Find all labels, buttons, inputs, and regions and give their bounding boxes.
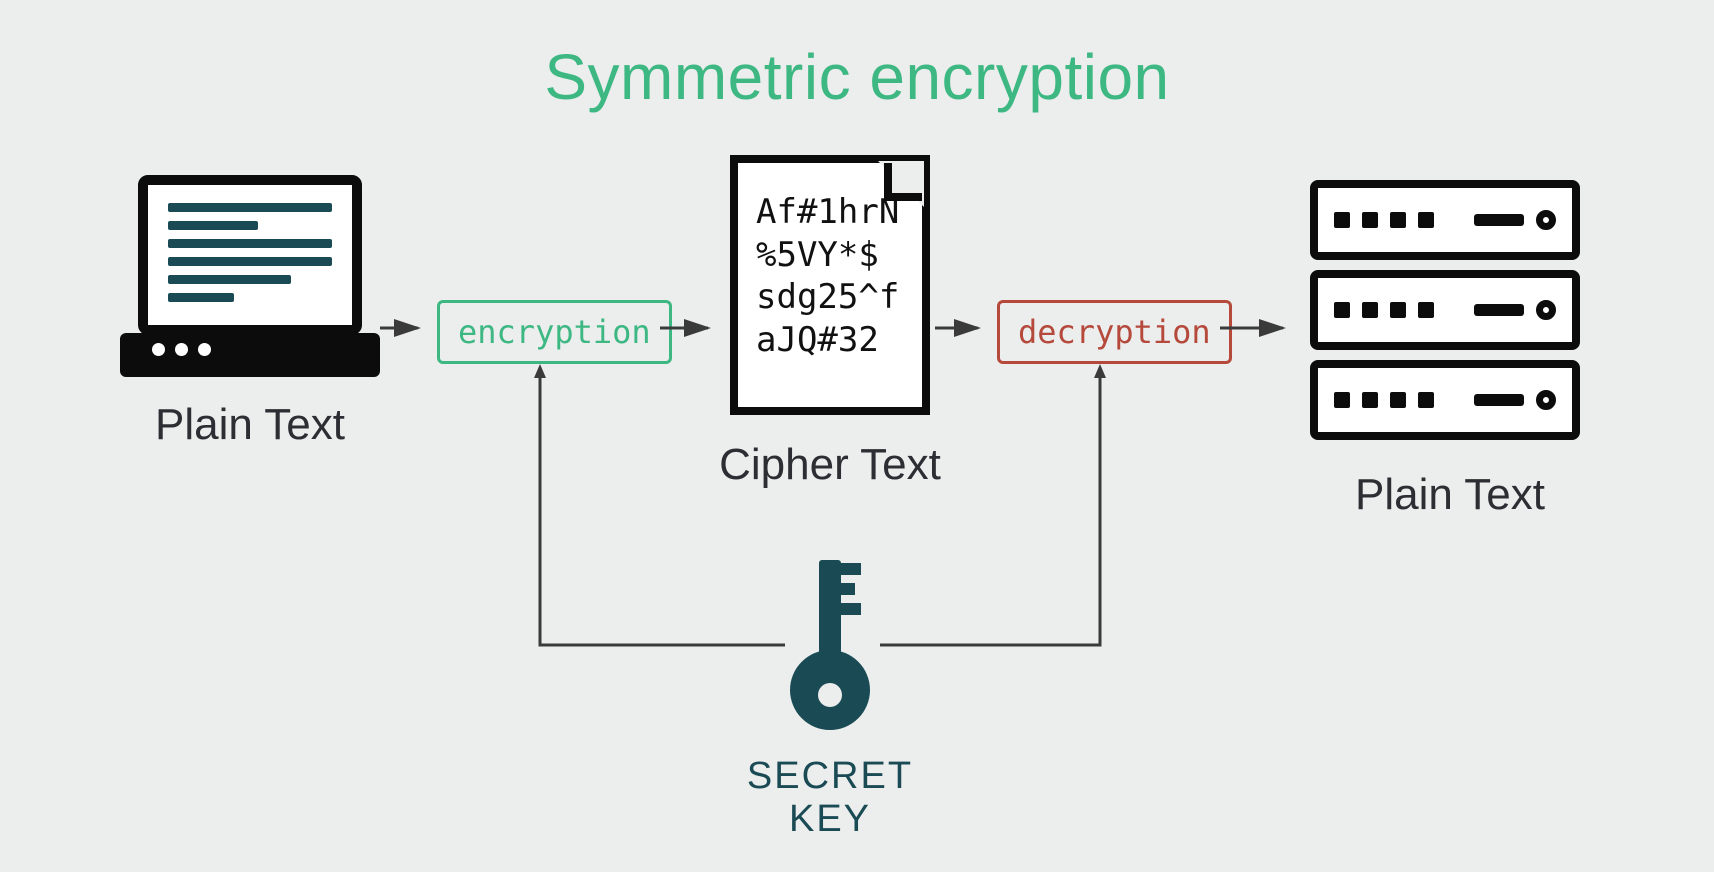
decryption-box: decryption xyxy=(997,300,1232,364)
plaintext-in-label: Plain Text xyxy=(100,400,400,450)
arrow-icon xyxy=(1220,313,1295,343)
cipher-line: sdg25^f xyxy=(756,276,904,319)
server-icon xyxy=(1310,180,1580,450)
secret-key-label: SECRET KEY xyxy=(700,755,960,841)
key-connector-left xyxy=(520,360,790,660)
cipher-line: aJQ#32 xyxy=(756,319,904,362)
encryption-box: encryption xyxy=(437,300,672,364)
arrow-icon xyxy=(935,313,990,343)
key-connector-right xyxy=(875,360,1145,660)
key-icon xyxy=(785,555,875,735)
diagram-title: Symmetric encryption xyxy=(0,40,1714,114)
arrow-icon xyxy=(380,313,430,343)
plaintext-out-label: Plain Text xyxy=(1300,470,1600,520)
cipher-line: %5VY*$ xyxy=(756,234,904,277)
laptop-icon xyxy=(120,175,380,385)
arrow-icon xyxy=(660,313,720,343)
